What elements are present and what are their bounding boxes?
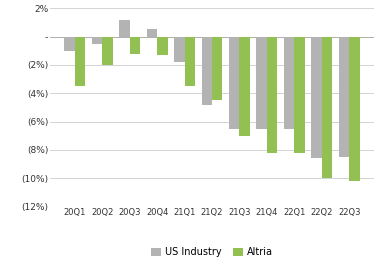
Bar (294, 36, 305, 153)
Bar (212, 36, 222, 100)
Bar (322, 36, 332, 178)
Bar (157, 36, 168, 55)
Bar (284, 36, 294, 129)
Bar (311, 36, 322, 159)
Bar (229, 36, 240, 129)
Bar (174, 36, 185, 62)
Bar (65, 36, 75, 51)
Legend: US Industry, Altria: US Industry, Altria (151, 247, 273, 257)
Bar (75, 36, 85, 86)
Bar (147, 29, 157, 36)
Bar (267, 36, 277, 153)
Bar (102, 36, 113, 65)
Bar (202, 36, 212, 105)
Bar (92, 36, 102, 44)
Bar (240, 36, 250, 136)
Bar (339, 36, 349, 157)
Bar (256, 36, 267, 129)
Bar (349, 36, 359, 181)
Bar (119, 20, 130, 36)
Bar (130, 36, 140, 54)
Bar (185, 36, 195, 86)
